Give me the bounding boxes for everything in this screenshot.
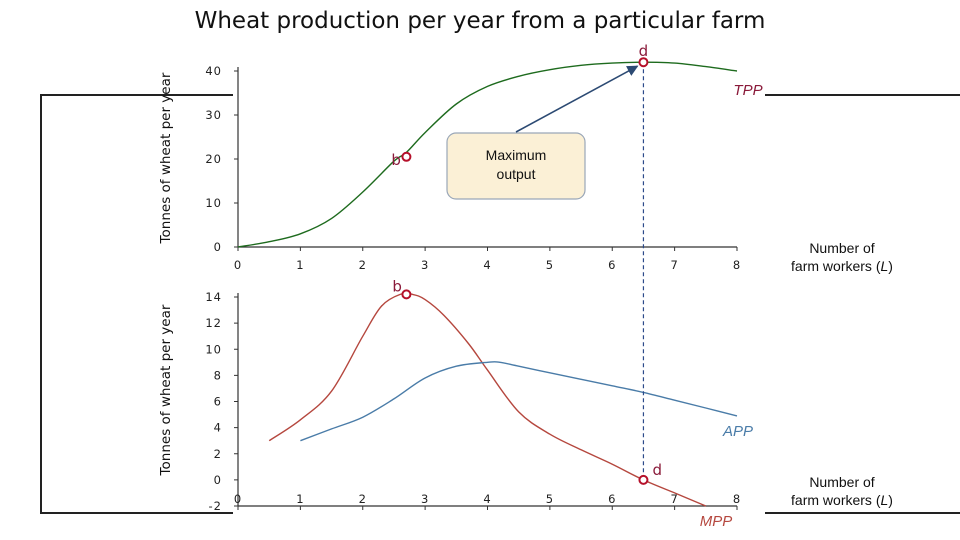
x-tick-label: 2 bbox=[359, 492, 367, 506]
series-label-mpp: MPP bbox=[700, 513, 733, 530]
x-tick-label: 8 bbox=[733, 492, 741, 506]
series-line-mpp bbox=[268, 292, 707, 507]
y-tick-label: 14 bbox=[205, 290, 222, 304]
x-tick-label: 1 bbox=[296, 492, 304, 506]
series-label-tpp: TPP bbox=[733, 82, 762, 99]
x-tick-label: 7 bbox=[670, 258, 678, 272]
x-tick-label: 8 bbox=[733, 258, 741, 272]
callout-text-line: Maximum bbox=[486, 147, 547, 163]
y-tick-label: 6 bbox=[214, 395, 222, 409]
x-tick-label: 5 bbox=[546, 258, 554, 272]
point-marker-b bbox=[401, 151, 412, 162]
x-tick-label: 5 bbox=[546, 492, 554, 506]
series-label-app: APP bbox=[722, 423, 753, 440]
callout-text-line: output bbox=[497, 166, 536, 182]
x-axis-title-2: Number of farm workers (L) bbox=[791, 474, 893, 508]
point-marker-d bbox=[638, 474, 649, 485]
y-axis-title-2: Tonnes of wheat per year bbox=[158, 304, 174, 476]
y-tick-label: 0 bbox=[214, 240, 222, 254]
x-tick-label: 3 bbox=[421, 258, 429, 272]
point-label-b: b bbox=[392, 277, 402, 295]
y-tick-label: 10 bbox=[205, 342, 222, 356]
series-line-app bbox=[300, 361, 738, 442]
point-label-d: d bbox=[639, 42, 649, 60]
callout-arrow bbox=[515, 65, 639, 133]
x-tick-label: 3 bbox=[421, 492, 429, 506]
x-tick-label: 6 bbox=[608, 492, 616, 506]
x-tick-label: 4 bbox=[483, 258, 491, 272]
y-tick-label: 2 bbox=[214, 447, 222, 461]
y-axis-title-1: Tonnes of wheat per year bbox=[158, 72, 174, 244]
y-tick-label: 4 bbox=[214, 421, 222, 435]
x-axis-title-1: Number of farm workers (L) bbox=[791, 240, 893, 274]
x-tick-label: 4 bbox=[483, 492, 491, 506]
y-tick-label: 12 bbox=[205, 316, 222, 330]
x-tick-label: 0 bbox=[234, 492, 242, 506]
callout-box bbox=[446, 132, 586, 200]
plot-area-2 bbox=[233, 286, 765, 514]
y-tick-label: 20 bbox=[205, 152, 222, 166]
y-tick-label: 0 bbox=[214, 473, 222, 487]
x-tick-label: 1 bbox=[296, 258, 304, 272]
page-title: Wheat production per year from a particu… bbox=[194, 8, 766, 34]
point-label-d: d bbox=[652, 461, 662, 479]
y-tick-label: 40 bbox=[205, 64, 222, 78]
x-tick-label: 7 bbox=[670, 492, 678, 506]
x-tick-label: 6 bbox=[608, 258, 616, 272]
point-label-b: b bbox=[391, 151, 401, 169]
y-tick-label: 10 bbox=[205, 196, 222, 210]
point-marker-b bbox=[401, 289, 412, 300]
y-tick-label: 8 bbox=[214, 368, 222, 382]
y-tick-label: -2 bbox=[209, 499, 222, 513]
x-tick-label: 0 bbox=[234, 258, 242, 272]
x-tick-label: 2 bbox=[359, 258, 367, 272]
y-tick-label: 30 bbox=[205, 108, 222, 122]
point-marker-d bbox=[638, 57, 649, 68]
